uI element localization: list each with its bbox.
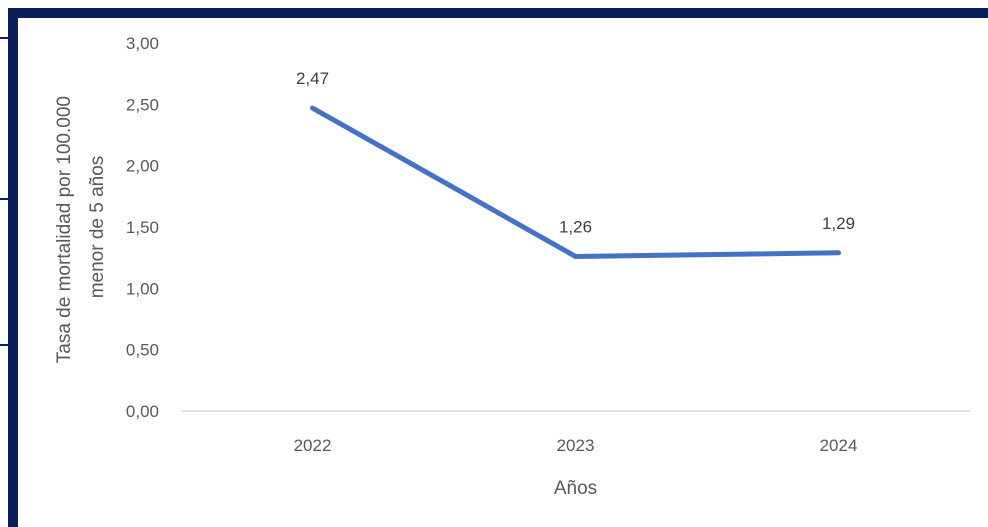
x-tick-label: 2024 [820,436,858,455]
data-label: 2,47 [296,69,329,88]
y-tick-label: 0,50 [126,341,159,360]
y-axis-ticks: 0,00 0,50 1,00 1,50 2,00 2,50 3,00 [126,34,159,421]
frame-edge-mark [0,344,8,346]
y-tick-label: 3,00 [126,34,159,53]
y-tick-label: 2,50 [126,95,159,114]
data-label: 1,29 [822,214,855,233]
y-axis-title-line-1: Tasa de mortalidad por 100.000 [54,96,75,363]
y-tick-label: 2,00 [126,157,159,176]
frame-edge-mark [0,198,8,200]
y-axis-title: Tasa de mortalidad por 100.000 menor de … [54,91,108,364]
series-line [310,105,841,259]
frame-left-border [8,8,18,527]
data-label: 1,26 [559,217,592,236]
x-axis-title: Años [554,478,597,499]
y-tick-label: 1,50 [126,218,159,237]
frame-top-border [8,8,988,18]
data-labels: 2,47 1,26 1,29 [296,69,855,236]
y-axis-title-line-2: menor de 5 años [87,156,108,299]
frame-edge-mark [0,37,8,39]
x-tick-label: 2023 [557,436,595,455]
x-axis-ticks: 2022 2023 2024 [294,436,858,455]
x-tick-label: 2022 [294,436,332,455]
y-tick-label: 0,00 [126,402,159,421]
y-tick-label: 1,00 [126,279,159,298]
